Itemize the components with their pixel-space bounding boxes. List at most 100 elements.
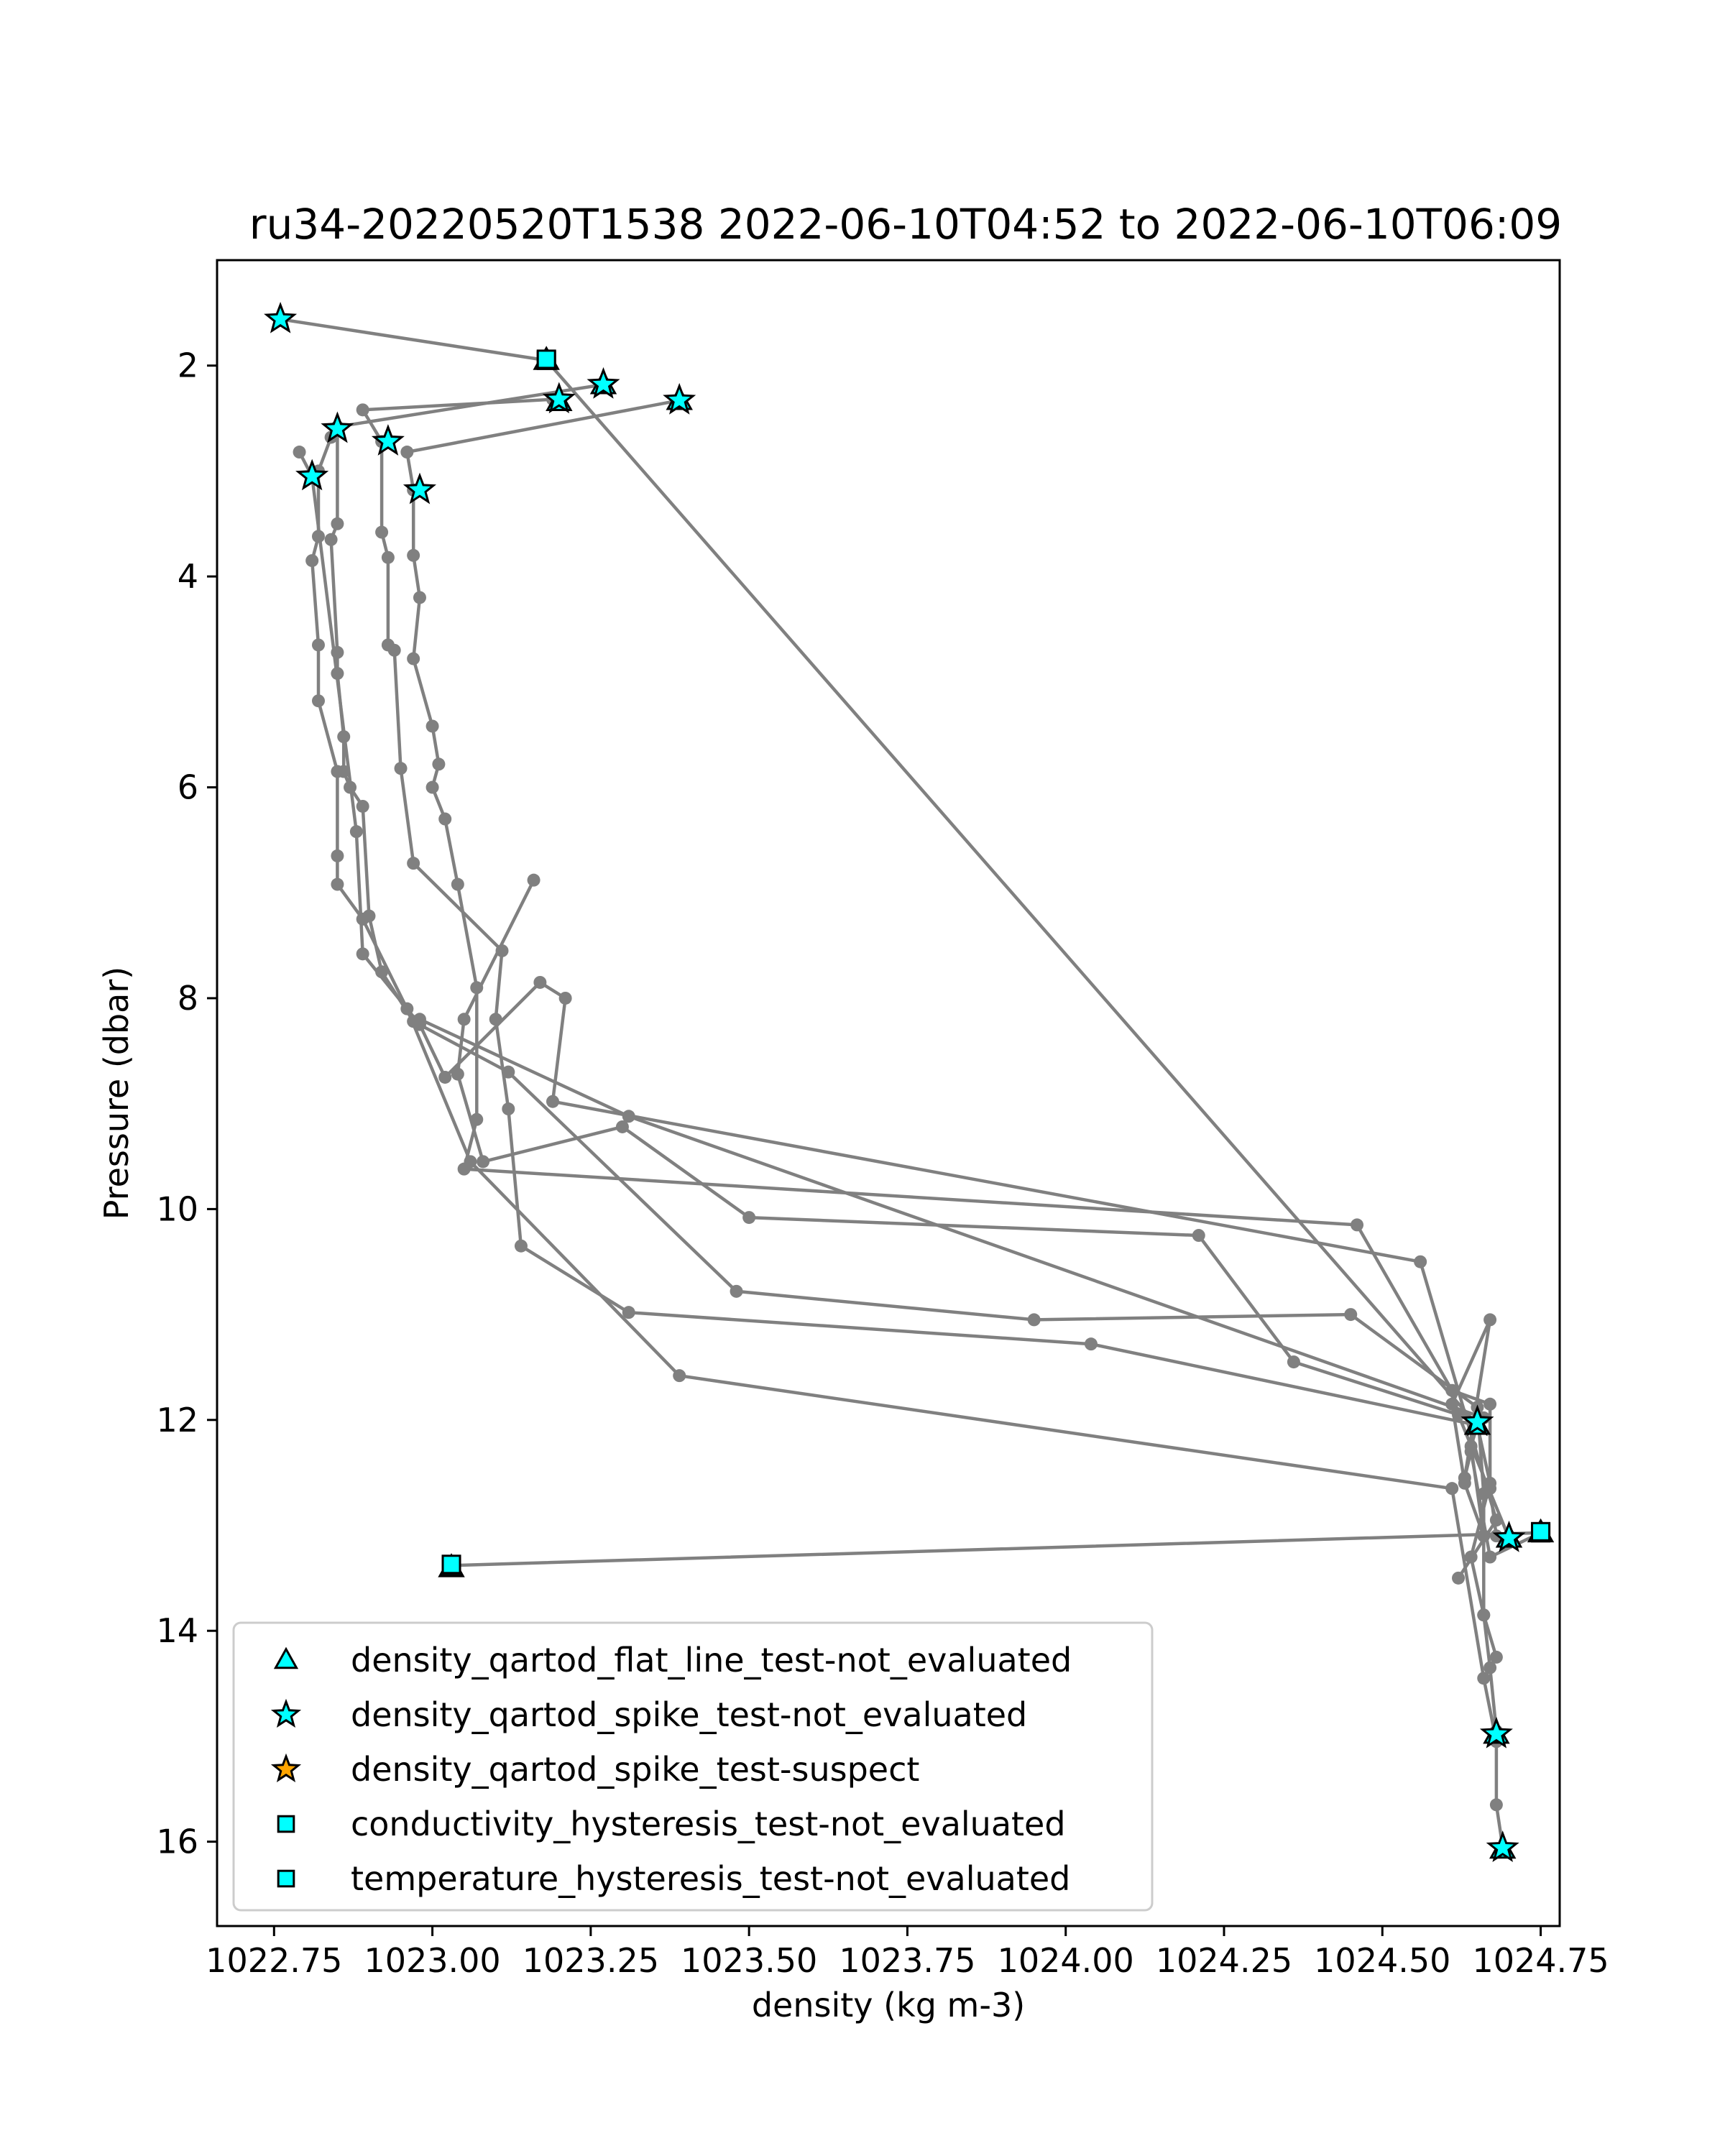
profile-point	[311, 638, 325, 652]
profile-point	[394, 762, 408, 775]
y-tick-label: 8	[178, 979, 198, 1018]
y-axis: 2 4 6 8 10 12 14 16	[156, 346, 217, 1861]
profile-point	[381, 550, 395, 564]
plot-area	[264, 301, 1555, 1863]
x-axis-label: density (kg m-3)	[752, 1986, 1025, 2024]
profile-point	[375, 525, 389, 539]
profile-line	[456, 879, 1511, 1539]
profile-point	[1351, 1218, 1364, 1232]
profile-point	[502, 1065, 515, 1079]
profile-point	[407, 548, 420, 562]
star-marker	[586, 367, 620, 399]
profile-point	[1484, 1550, 1497, 1564]
legend-label: density_qartod_spike_test-not_evaluated	[351, 1695, 1027, 1734]
star-marker	[321, 411, 354, 443]
profile-point	[1484, 1397, 1497, 1411]
profile-point	[407, 857, 420, 870]
y-tick-label: 2	[178, 346, 198, 385]
profile-point	[457, 1013, 471, 1026]
profile-point	[356, 403, 369, 417]
profile-point	[311, 694, 325, 708]
profile-point	[464, 1155, 477, 1169]
profile-point	[400, 446, 414, 459]
profile-point	[1484, 1661, 1497, 1674]
profile-point	[331, 877, 344, 891]
y-tick-label: 6	[178, 768, 198, 807]
star-marker	[1486, 1830, 1519, 1863]
profile-point	[438, 812, 452, 826]
y-tick-label: 16	[156, 1823, 198, 1861]
x-tick-label: 1023.50	[681, 1941, 817, 1980]
y-axis-label: Pressure (dbar)	[97, 967, 136, 1220]
x-tick-label: 1023.00	[364, 1941, 500, 1980]
legend-label: temperature_hysteresis_test-not_evaluate…	[351, 1859, 1070, 1898]
profile-point	[1192, 1229, 1205, 1243]
qc-flag-series	[264, 301, 1526, 1863]
y-tick-label: 12	[156, 1401, 198, 1439]
profile-point	[1484, 1313, 1497, 1327]
profile-point	[407, 652, 420, 665]
profile-point	[533, 975, 547, 989]
profile-point	[451, 1067, 464, 1081]
legend-entry: density_qartod_flat_line_test-not_evalua…	[273, 1641, 1072, 1680]
x-tick-label: 1023.75	[839, 1941, 975, 1980]
profile-point	[673, 1369, 686, 1383]
profile-series	[451, 873, 1516, 1545]
profile-point	[1414, 1255, 1427, 1268]
profile-point	[1452, 1571, 1466, 1585]
star-marker	[1460, 1404, 1494, 1437]
x-tick-label: 1024.50	[1314, 1941, 1450, 1980]
profile-point	[622, 1306, 635, 1319]
profile-point	[1287, 1355, 1300, 1369]
profile-point	[331, 849, 344, 862]
legend-entry: temperature_hysteresis_test-not_evaluate…	[277, 1859, 1070, 1898]
square-marker	[441, 1554, 461, 1575]
profile-point	[622, 1110, 635, 1123]
legend-entry: density_qartod_spike_test-suspect	[270, 1750, 919, 1789]
legend-frame	[232, 1621, 1154, 1912]
profile-point	[324, 533, 338, 546]
chart-title: ru34-20220520T1538 2022-06-10T04:52 to 2…	[249, 200, 1562, 249]
profile-point	[1489, 1798, 1503, 1812]
square-marker	[536, 349, 556, 369]
profile-point	[502, 1102, 515, 1116]
star-marker	[295, 459, 329, 491]
y-tick-label: 10	[156, 1189, 198, 1228]
profile-point	[1344, 1308, 1358, 1322]
x-tick-label: 1022.75	[206, 1941, 342, 1980]
legend-star-icon	[270, 1753, 302, 1783]
legend-entry: conductivity_hysteresis_test-not_evaluat…	[277, 1805, 1066, 1843]
legend-square-icon	[277, 1815, 295, 1833]
legend-star-icon	[270, 1698, 302, 1728]
profile-point	[438, 1070, 452, 1084]
profile-point	[1027, 1313, 1041, 1327]
profile-point	[387, 643, 401, 657]
profile-point	[546, 1095, 559, 1108]
profile-series	[356, 392, 1503, 1664]
x-tick-label: 1023.25	[523, 1941, 659, 1980]
profile-point	[1477, 1608, 1491, 1622]
legend-entry: density_qartod_spike_test-not_evaluated	[270, 1695, 1027, 1734]
legend-label: conductivity_hysteresis_test-not_evaluat…	[351, 1805, 1066, 1843]
y-tick-label: 14	[156, 1611, 198, 1650]
profile-point	[615, 1120, 629, 1133]
profile-point	[349, 825, 363, 839]
profile-series	[413, 1013, 1491, 1424]
star-marker	[264, 301, 298, 333]
profile-point	[477, 1155, 490, 1169]
legend-label: density_qartod_flat_line_test-not_evalua…	[351, 1641, 1072, 1680]
profile-point	[426, 719, 439, 733]
profile-series	[400, 394, 1503, 1543]
profile-point	[514, 1239, 528, 1253]
profile-point	[558, 991, 572, 1005]
profile-point	[331, 765, 344, 778]
star-marker	[1492, 1520, 1526, 1552]
profile-point	[742, 1211, 756, 1225]
y-tick-label: 4	[178, 557, 198, 596]
profile-point	[527, 873, 540, 887]
star-marker	[1479, 1716, 1513, 1749]
profile-line	[419, 1018, 1485, 1420]
profile-point	[293, 446, 306, 459]
x-tick-label: 1024.25	[1156, 1941, 1292, 1980]
star-marker	[663, 382, 696, 415]
